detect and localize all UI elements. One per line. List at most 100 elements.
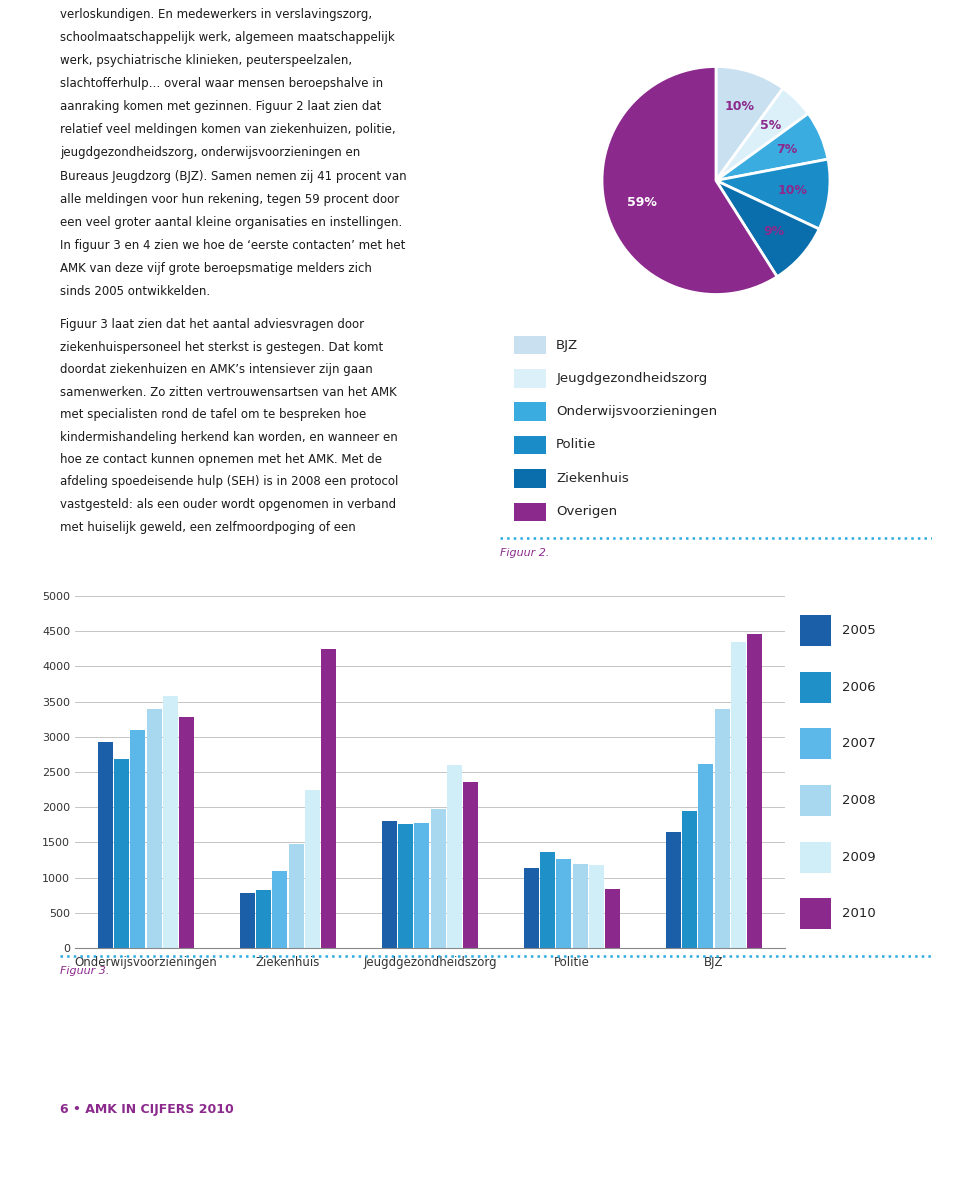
Text: Politie: Politie [556, 438, 596, 451]
Polygon shape [740, 1141, 828, 1194]
Text: schoolmaatschappelijk werk, algemeen maatschappelijk: schoolmaatschappelijk werk, algemeen maa… [60, 31, 395, 44]
Bar [114, 759, 129, 948]
Text: jeugdgezondheidszorg, onderwijsvoorzieningen en: jeugdgezondheidszorg, onderwijsvoorzieni… [60, 147, 360, 160]
Bar [289, 844, 303, 948]
Bar [747, 634, 762, 948]
Text: Overigen: Overigen [556, 505, 617, 518]
Text: 2009: 2009 [842, 850, 876, 863]
Text: 2005: 2005 [842, 624, 876, 638]
Text: doordat ziekenhuizen en AMK’s intensiever zijn gaan: doordat ziekenhuizen en AMK’s intensieve… [60, 363, 372, 376]
Text: 10%: 10% [778, 184, 808, 197]
Bar [800, 842, 830, 873]
Bar [800, 671, 830, 703]
Bar [322, 648, 336, 948]
Text: met huiselijk geweld, een zelfmoordpoging of een: met huiselijk geweld, een zelfmoordpogin… [60, 521, 356, 534]
Bar [464, 782, 478, 948]
Text: vastgesteld: als een ouder wordt opgenomen in verband: vastgesteld: als een ouder wordt opgenom… [60, 498, 396, 511]
Bar [556, 860, 571, 948]
Bar [698, 763, 713, 948]
Bar [163, 696, 179, 948]
Text: 2008: 2008 [842, 794, 876, 807]
Text: Bureaus Jeugdzorg (BJZ). Samen nemen zij 41 procent van: Bureaus Jeugdzorg (BJZ). Samen nemen zij… [60, 170, 407, 183]
Bar [305, 789, 320, 948]
Text: 5%: 5% [760, 119, 781, 133]
Bar [540, 853, 555, 948]
Text: verloskundigen. En medewerkers in verslavingszorg,: verloskundigen. En medewerkers in versla… [60, 8, 372, 21]
Bar [147, 709, 161, 948]
Bar [605, 888, 620, 948]
Bar [731, 642, 746, 948]
Text: AMK van deze vijf grote beroepsmatige melders zich: AMK van deze vijf grote beroepsmatige me… [60, 261, 372, 275]
Bar [572, 864, 588, 948]
Text: een veel groter aantal kleine organisaties en instellingen.: een veel groter aantal kleine organisati… [60, 216, 402, 229]
Wedge shape [716, 159, 830, 229]
Text: Aantal eerste contacten per jaar: Aantal eerste contacten per jaar [511, 16, 780, 31]
Bar [180, 718, 195, 948]
Text: 7%: 7% [777, 143, 798, 156]
Wedge shape [716, 113, 828, 180]
Bar [515, 436, 545, 454]
Bar [665, 832, 681, 948]
Bar [800, 728, 830, 759]
Polygon shape [884, 1141, 960, 1194]
Bar [131, 730, 145, 948]
Text: 6 • AMK IN CIJFERS 2010: 6 • AMK IN CIJFERS 2010 [60, 1103, 233, 1116]
Text: afdeling spoedeisende hulp (SEH) is in 2008 een protocol: afdeling spoedeisende hulp (SEH) is in 2… [60, 475, 398, 488]
Text: kindermishandeling herkend kan worden, en wanneer en: kindermishandeling herkend kan worden, e… [60, 431, 397, 443]
Bar [515, 469, 545, 487]
Bar [682, 812, 697, 948]
Bar [515, 336, 545, 355]
Bar [240, 893, 254, 948]
Bar [515, 369, 545, 388]
Text: 2010: 2010 [842, 907, 876, 921]
Polygon shape [0, 1141, 36, 1194]
Wedge shape [602, 67, 777, 295]
Bar [800, 784, 830, 816]
Bar [515, 402, 545, 420]
Bar [273, 870, 287, 948]
Polygon shape [380, 1141, 468, 1194]
Text: met specialisten rond de tafel om te bespreken hoe: met specialisten rond de tafel om te bes… [60, 408, 367, 421]
Polygon shape [20, 1141, 108, 1194]
Text: aanraking komen met gezinnen. Figuur 2 laat zien dat: aanraking komen met gezinnen. Figuur 2 l… [60, 100, 381, 113]
Polygon shape [308, 1141, 396, 1194]
Bar [415, 823, 429, 948]
Text: Eerste contactnemer bij adviezen: Eerste contactnemer bij adviezen [73, 561, 350, 577]
Polygon shape [92, 1141, 180, 1194]
Text: 59%: 59% [627, 196, 657, 209]
Text: alle meldingen voor hun rekening, tegen 59 procent door: alle meldingen voor hun rekening, tegen … [60, 192, 399, 205]
Text: Figuur 3 laat zien dat het aantal adviesvragen door: Figuur 3 laat zien dat het aantal advies… [60, 318, 364, 331]
Text: hoe ze contact kunnen opnemen met het AMK. Met de: hoe ze contact kunnen opnemen met het AM… [60, 453, 382, 466]
Bar [588, 864, 604, 948]
Bar [256, 891, 271, 948]
Text: sinds 2005 ontwikkelden.: sinds 2005 ontwikkelden. [60, 285, 210, 298]
Polygon shape [812, 1141, 900, 1194]
Text: Figuur 3.: Figuur 3. [60, 966, 109, 975]
Text: relatief veel meldingen komen van ziekenhuizen, politie,: relatief veel meldingen komen van zieken… [60, 123, 396, 136]
Wedge shape [716, 67, 783, 180]
Polygon shape [236, 1141, 324, 1194]
Polygon shape [164, 1141, 252, 1194]
Text: samenwerken. Zo zitten vertrouwensartsen van het AMK: samenwerken. Zo zitten vertrouwensartsen… [60, 386, 396, 399]
Bar [397, 824, 413, 948]
Bar [523, 868, 539, 948]
Bar [714, 709, 730, 948]
Bar [515, 503, 545, 521]
Text: Ziekenhuis: Ziekenhuis [556, 472, 629, 485]
Bar [447, 765, 462, 948]
Wedge shape [716, 88, 808, 180]
Bar [98, 741, 112, 948]
Text: ziekenhuispersoneel het sterkst is gestegen. Dat komt: ziekenhuispersoneel het sterkst is geste… [60, 340, 383, 353]
Polygon shape [956, 1141, 960, 1194]
Text: Jeugdgezondheidszorg: Jeugdgezondheidszorg [556, 371, 708, 384]
Text: In figuur 3 en 4 zien we hoe de ‘eerste contacten’ met het: In figuur 3 en 4 zien we hoe de ‘eerste … [60, 239, 405, 252]
Bar [381, 821, 396, 948]
Bar [431, 808, 445, 948]
Text: 2006: 2006 [842, 681, 876, 694]
Wedge shape [716, 180, 819, 277]
Bar [800, 898, 830, 929]
Text: BJZ: BJZ [556, 339, 578, 351]
Text: 9%: 9% [763, 226, 784, 239]
Polygon shape [524, 1141, 612, 1194]
Text: werk, psychiatrische klinieken, peuterspeelzalen,: werk, psychiatrische klinieken, peutersp… [60, 54, 352, 67]
